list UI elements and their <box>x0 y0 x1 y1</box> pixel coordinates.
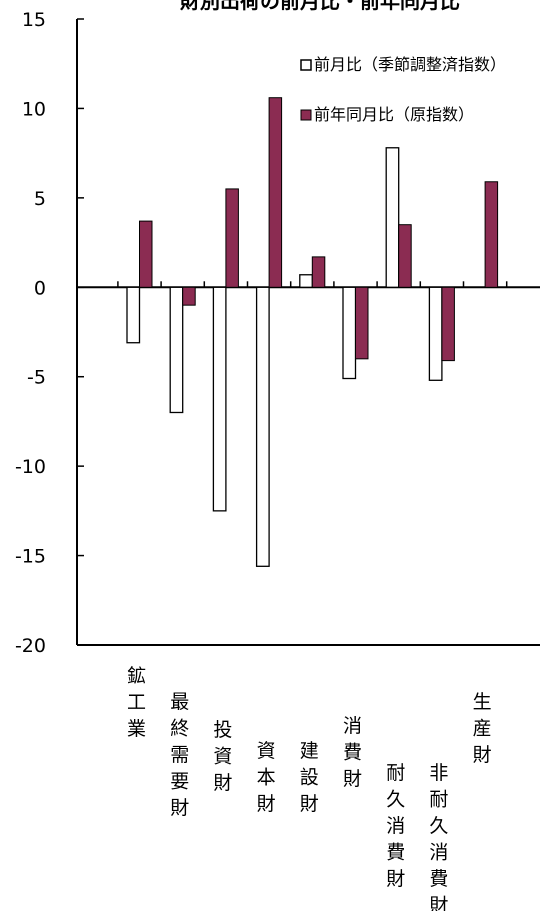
y-tick-label: -10 <box>15 456 46 478</box>
bar-mom <box>428 286 443 381</box>
bar-yoy <box>182 286 196 306</box>
chart-title-group: 財別出荷の前月比・前年同月比 <box>180 0 460 13</box>
chart-title: 財別出荷の前月比・前年同月比 <box>180 0 460 13</box>
y-tick-labels: 15 10 5 0 -5 -10 -15 -20 <box>15 9 46 657</box>
category-label: 生産財 <box>473 691 492 766</box>
y-tick-label: 10 <box>22 98 46 120</box>
bar-mom <box>169 286 184 414</box>
category-label: 建設財 <box>300 740 319 815</box>
category-label: 非耐久消費財 <box>429 762 448 911</box>
bar-yoy <box>355 286 369 360</box>
legend-swatch-series-2 <box>300 109 312 121</box>
y-tick-label: -5 <box>27 367 46 389</box>
bars <box>126 97 499 567</box>
category-label: 鉱工業 <box>127 665 146 740</box>
bar-yoy <box>225 188 239 288</box>
bar-mom <box>342 286 357 380</box>
bar-mom <box>126 286 141 344</box>
bar-yoy <box>441 286 455 362</box>
bar-mom <box>212 286 227 512</box>
legend-label-series-2: 前年同月比（原指数） <box>314 105 474 124</box>
bar-yoy <box>268 97 283 288</box>
legend: 前月比（季節調整済指数） 前年同月比（原指数） <box>300 55 506 124</box>
y-tick-label: 0 <box>34 277 46 299</box>
y-tick-label: 5 <box>34 188 46 210</box>
y-tick-label: 15 <box>22 9 46 31</box>
bar-yoy <box>311 256 326 288</box>
category-label: 資本財 <box>257 740 276 815</box>
bar-yoy <box>139 220 153 288</box>
legend-label-series-1: 前月比（季節調整済指数） <box>314 55 506 74</box>
bar-mom <box>385 147 400 288</box>
bar-yoy <box>484 181 499 288</box>
bar-yoy <box>398 224 412 288</box>
category-label: 最終需要財 <box>170 691 189 819</box>
legend-swatch-series-1 <box>300 59 312 71</box>
bar-mom <box>299 274 313 288</box>
y-tick-label: -20 <box>15 635 46 657</box>
bar-mom <box>255 286 270 567</box>
category-label: 消費財 <box>343 715 362 790</box>
category-label: 投資財 <box>213 719 232 794</box>
category-label: 耐久消費財 <box>386 762 405 890</box>
y-tick-label: -15 <box>15 546 46 568</box>
category-labels: 鉱工業 最終需要財 投資財 資本財 建設財 消費財耐久消費財 非耐久消費財 生産財 <box>127 665 492 911</box>
